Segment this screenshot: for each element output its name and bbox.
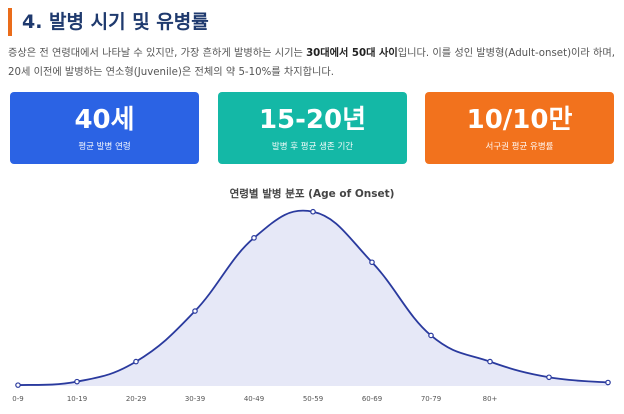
stat-label: 평균 발병 연령 <box>78 142 131 152</box>
section-paragraph: 증상은 전 연령대에서 나타날 수 있지만, 가장 흔하게 발병하는 시기는 3… <box>8 44 616 82</box>
x-tick-label: 0-9 <box>12 395 23 403</box>
stat-label: 서구권 평균 유병률 <box>485 142 554 152</box>
chart-area-fill <box>18 210 608 386</box>
chart-point <box>428 332 434 339</box>
x-tick-label: 80+ <box>483 395 498 403</box>
section-title: 4. 발병 시기 및 유병률 <box>8 8 616 36</box>
chart-points <box>15 208 611 388</box>
x-tick-label: 10-19 <box>67 395 87 403</box>
chart-point <box>251 235 257 241</box>
chart-point <box>310 208 316 215</box>
paragraph-highlight: 30대에서 50대 사이 <box>306 48 398 59</box>
x-tick-label: 70-79 <box>421 395 441 403</box>
x-axis-ticks: 0-9 10-19 20-29 30-39 40-49 50-59 60-69 70-79 80… <box>12 395 497 403</box>
chart-point <box>487 358 493 365</box>
stat-label: 발병 후 평균 생존 기간 <box>271 142 354 152</box>
stat-card-prevalence: 10/10만 서구권 평균 유병률 <box>425 92 614 164</box>
x-tick-label: 40-49 <box>244 395 264 403</box>
chart-point <box>605 379 611 386</box>
chart-point <box>74 378 80 385</box>
chart-point <box>192 308 198 314</box>
chart-point <box>546 374 552 381</box>
x-tick-label: 60-69 <box>362 395 382 403</box>
stat-value: 15-20년 <box>258 105 367 135</box>
stat-value: 40세 <box>74 105 135 135</box>
stat-card-survival: 15-20년 발병 후 평균 생존 기간 <box>218 92 407 164</box>
chart-point <box>369 259 375 266</box>
chart-title: 연령별 발병 분포 (Age of Onset) <box>229 188 395 200</box>
paragraph-text-1: 증상은 전 연령대에서 나타날 수 있지만, 가장 흔하게 발병하는 시기는 <box>8 48 307 59</box>
chart-point <box>133 358 139 365</box>
onset-distribution-chart: 0-9 10-19 20-29 30-39 40-49 50-59 60-69 70-79 80… <box>12 208 611 403</box>
x-tick-label: 20-29 <box>126 395 146 403</box>
chart-point <box>15 382 21 388</box>
stat-card-avg-onset-age: 40세 평균 발병 연령 <box>10 92 199 164</box>
stat-value: 10/10만 <box>466 105 573 135</box>
x-tick-label: 30-39 <box>185 395 205 403</box>
paragraph-text-2: 입니다. 이를 성인 발병형(Adult-onset)이라 하며, 20세 이전… <box>8 48 616 78</box>
x-tick-label: 50-59 <box>303 395 323 403</box>
